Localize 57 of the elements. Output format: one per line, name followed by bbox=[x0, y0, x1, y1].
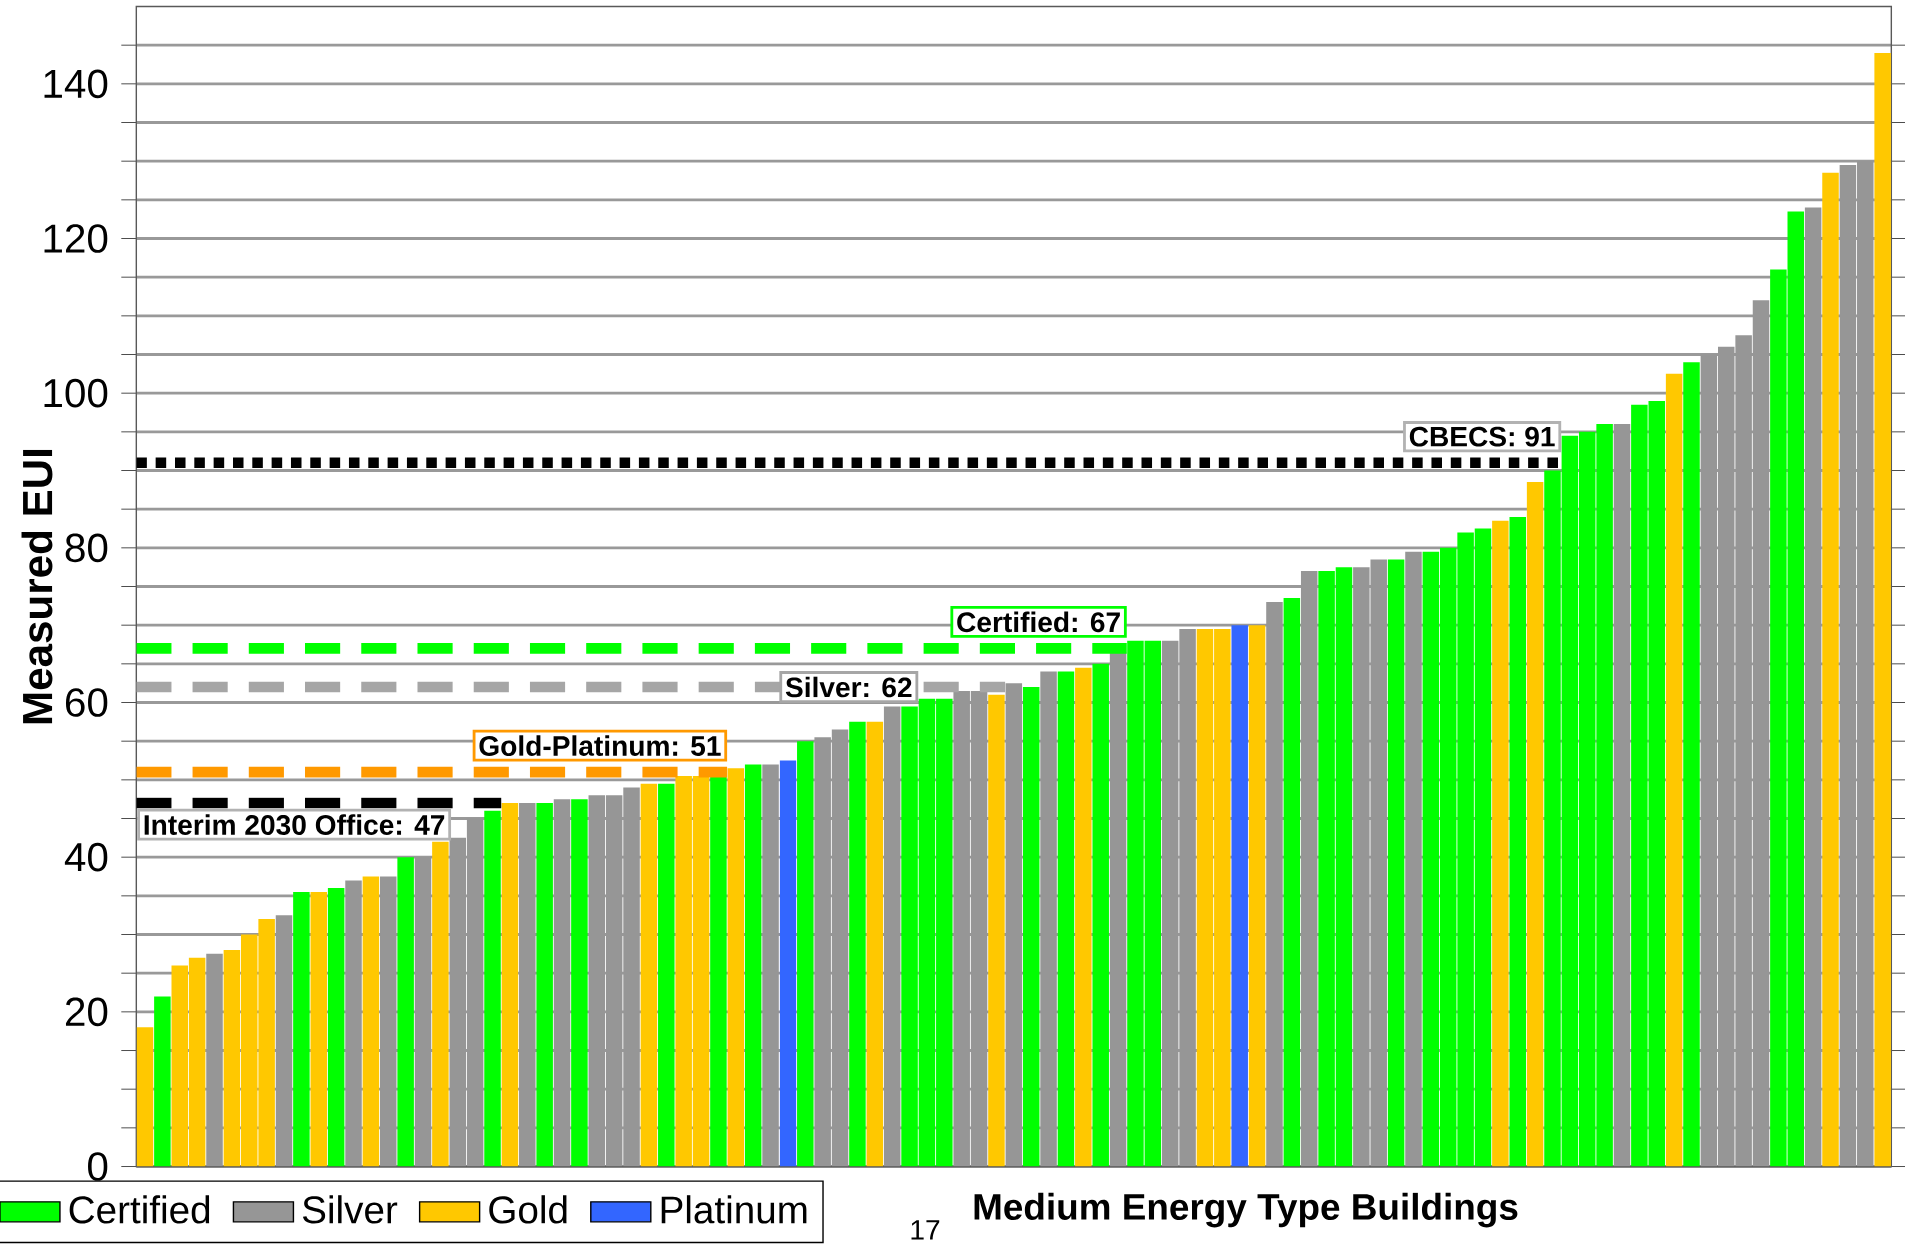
y-tick-label: 140 bbox=[44, 69, 108, 99]
bar bbox=[1387, 559, 1405, 1167]
bar bbox=[310, 891, 328, 1167]
bar bbox=[849, 721, 866, 1167]
ref-line-label: Gold-Platinum: 51 bbox=[479, 735, 721, 756]
bar bbox=[866, 721, 884, 1167]
bar bbox=[136, 1027, 154, 1167]
bar bbox=[658, 783, 675, 1167]
bar bbox=[154, 996, 171, 1167]
y-tick-label: 40 bbox=[64, 842, 108, 872]
y-tick-label: 20 bbox=[65, 997, 108, 1027]
bar bbox=[293, 891, 310, 1167]
y-tick-label: 80 bbox=[65, 533, 108, 563]
ref-line-label: CBECS: 91 bbox=[1409, 426, 1555, 447]
bar bbox=[1526, 482, 1544, 1167]
bar bbox=[744, 764, 762, 1167]
bar bbox=[1822, 172, 1839, 1167]
bar bbox=[797, 741, 814, 1167]
bar bbox=[988, 694, 1005, 1167]
bar bbox=[727, 768, 745, 1167]
bar bbox=[1492, 520, 1509, 1167]
y-tick-label: 60 bbox=[65, 688, 108, 717]
bar bbox=[501, 803, 519, 1167]
bar bbox=[1283, 598, 1301, 1167]
bar bbox=[1874, 52, 1891, 1167]
bar bbox=[484, 810, 501, 1167]
legend-label: Certified bbox=[69, 1195, 210, 1224]
bar bbox=[1022, 687, 1040, 1167]
bar bbox=[1665, 373, 1683, 1167]
ref-line-label: Interim 2030 Office: 47 bbox=[144, 814, 445, 835]
legend-label: Gold bbox=[489, 1195, 567, 1224]
bar bbox=[710, 775, 727, 1167]
bar bbox=[779, 760, 797, 1167]
bar bbox=[1057, 671, 1075, 1167]
bar bbox=[1075, 667, 1092, 1167]
ref-line-label: Certified: 67 bbox=[957, 611, 1120, 633]
y-tick-label: 0 bbox=[88, 1152, 108, 1181]
text: 17 bbox=[911, 1220, 940, 1240]
bar bbox=[536, 803, 553, 1167]
bar bbox=[571, 799, 588, 1167]
bar bbox=[397, 857, 414, 1167]
y-axis-title: Measured EUI bbox=[21, 449, 53, 724]
bar bbox=[327, 888, 345, 1167]
bar bbox=[1092, 663, 1109, 1167]
ref-line-label: Silver: 62 bbox=[785, 676, 912, 698]
bar bbox=[362, 876, 380, 1167]
bar bbox=[432, 841, 449, 1167]
legend-label: Platinum bbox=[661, 1195, 807, 1224]
y-tick-label: 100 bbox=[44, 378, 108, 408]
y-tick-label: 120 bbox=[44, 224, 108, 253]
legend-label: Silver bbox=[302, 1195, 398, 1224]
bar bbox=[1231, 625, 1248, 1167]
x-axis-title: Medium Energy Type Buildings bbox=[974, 1192, 1518, 1228]
bar bbox=[1509, 516, 1526, 1167]
bar bbox=[1683, 362, 1700, 1167]
bar bbox=[640, 783, 658, 1167]
bar bbox=[1248, 625, 1266, 1167]
